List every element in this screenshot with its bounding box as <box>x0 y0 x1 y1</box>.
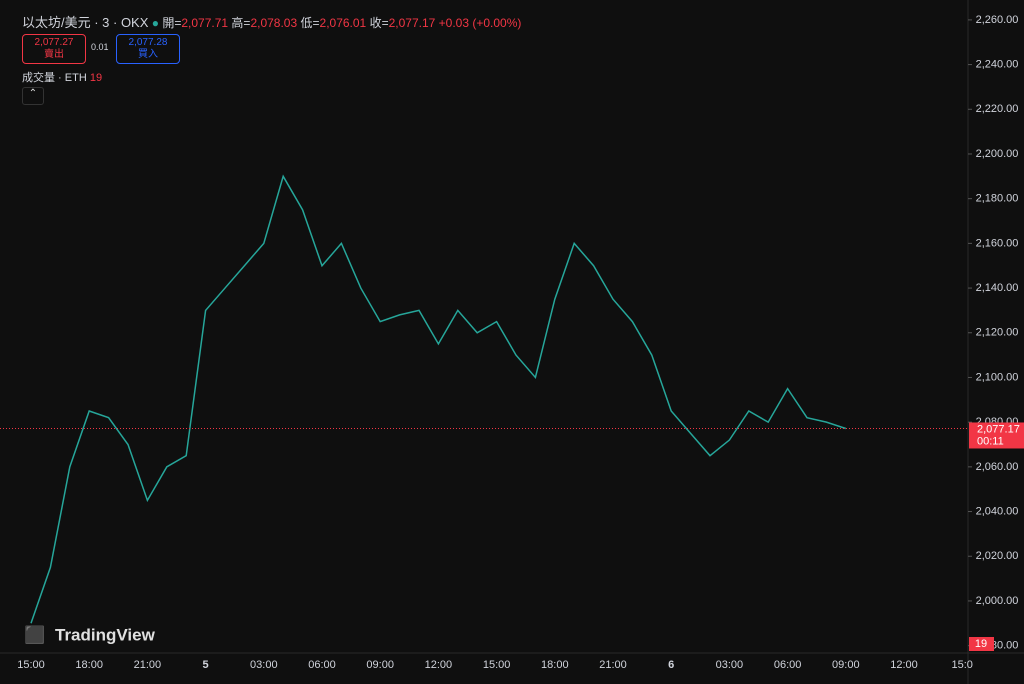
value: 2,078.03 <box>250 16 298 30</box>
symbol: 以太坊/美元 · 3 · OKX <box>22 15 149 30</box>
price: 2,077.28 <box>128 37 168 48</box>
buy-button[interactable]: 2,077.28 買入 <box>116 34 180 64</box>
x-tick-label: 15:00 <box>17 659 45 671</box>
x-tick-label: 12:00 <box>890 659 918 671</box>
x-tick-label: 6 <box>668 659 674 671</box>
y-tick-label: 2,140.00 <box>976 282 1019 294</box>
x-tick-label: 03:00 <box>250 659 278 671</box>
change: +0.03 (+0.00%) <box>438 16 522 30</box>
label: 賣出 <box>44 49 64 60</box>
status-dot: ● <box>151 16 159 30</box>
value: 2,076.01 <box>319 16 367 30</box>
x-tick-label: 12:00 <box>425 659 453 671</box>
volume-legend: 成交量 · ETH 19 <box>22 69 102 85</box>
x-tick-label: 03:00 <box>716 659 744 671</box>
collapse-button[interactable]: ⌃ <box>22 87 44 105</box>
x-tick-label: 06:00 <box>308 659 336 671</box>
volume-badge <box>969 637 994 651</box>
y-tick-label: 2,040.00 <box>976 505 1019 517</box>
label: 高= <box>231 16 251 30</box>
qty: 0.01 <box>91 42 109 52</box>
y-tick-label: 2,220.00 <box>976 103 1019 115</box>
y-tick-label: 2,020.00 <box>976 550 1019 562</box>
countdown: 00:11 <box>977 435 1004 447</box>
sell-button[interactable]: 2,077.27 賣出 <box>22 34 86 64</box>
y-tick-label: 2,000.00 <box>976 595 1019 607</box>
value: 19 <box>89 72 103 84</box>
last-price-badge <box>969 422 1024 449</box>
x-tick-label: 09:00 <box>832 659 860 671</box>
y-tick-label: 2,260.00 <box>976 14 1019 26</box>
y-tick-label: 2,100.00 <box>976 371 1019 383</box>
x-tick-label: 21:00 <box>134 659 162 671</box>
x-tick-label: 18:00 <box>541 659 569 671</box>
label: 低= <box>300 16 320 30</box>
label: 買入 <box>138 49 158 60</box>
x-tick-label: 21:00 <box>599 659 627 671</box>
x-tick-label: 15:0 <box>951 659 972 671</box>
y-tick-label: 2,240.00 <box>976 58 1019 70</box>
y-tick-label: 2,120.00 <box>976 327 1019 339</box>
volume-badge-label: 19 <box>975 638 987 650</box>
x-tick-label: 06:00 <box>774 659 802 671</box>
y-tick-label: 2,200.00 <box>976 148 1019 160</box>
x-tick-label: 5 <box>203 659 209 671</box>
price-line <box>30 174 847 624</box>
value: 2,077.71 <box>181 16 229 30</box>
y-tick-label: 2,180.00 <box>976 193 1019 205</box>
price: 2,077.27 <box>34 37 74 48</box>
x-tick-label: 15:00 <box>483 659 511 671</box>
last-price-label: 2,077.17 <box>977 423 1020 435</box>
label: 成交量 · ETH <box>22 72 87 84</box>
y-tick-label: 2,160.00 <box>976 237 1019 249</box>
label: 開= <box>162 16 182 30</box>
y-tick-label: 2,060.00 <box>976 461 1019 473</box>
label: 收= <box>369 16 389 30</box>
x-tick-label: 09:00 <box>366 659 394 671</box>
brand: TradingView <box>55 625 156 644</box>
brand-logo: ⬛ <box>24 624 45 644</box>
value: 2,077.17 <box>388 16 436 30</box>
header: 以太坊/美元 · 3 · OKX ● 開=2,077.71 高=2,078.03… <box>22 12 521 31</box>
x-tick-label: 18:00 <box>75 659 103 671</box>
